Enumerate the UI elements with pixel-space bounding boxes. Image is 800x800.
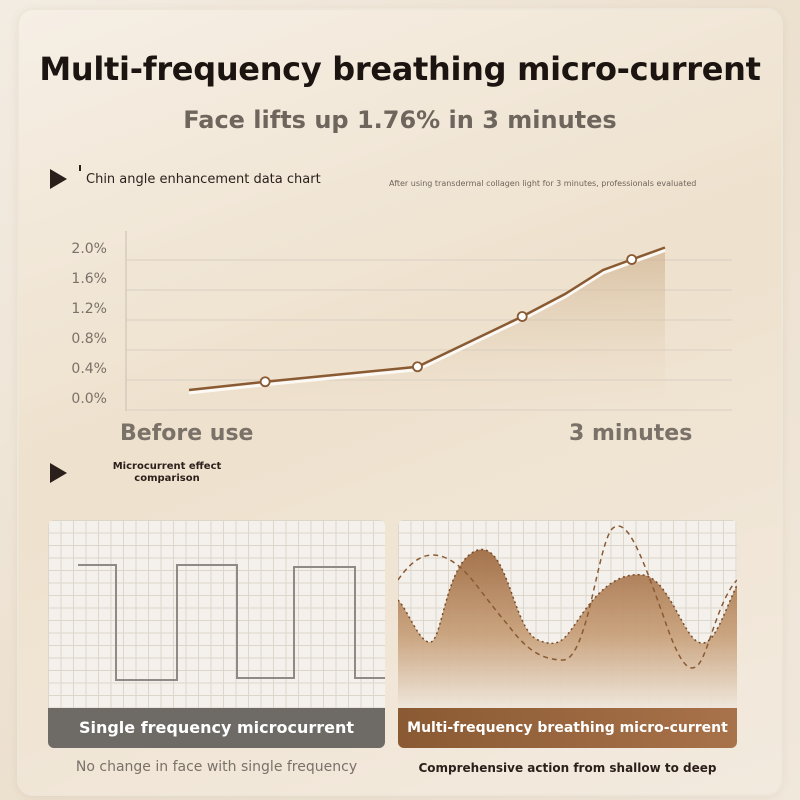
line-shadow xyxy=(189,251,665,411)
y-tick-label: 2.0% xyxy=(71,241,107,257)
play-icon xyxy=(50,169,67,189)
line-shadow-area xyxy=(189,251,665,411)
y-tick-label: 1.6% xyxy=(71,271,107,287)
multi-frequency-panel: Multi-frequency breathing micro-current xyxy=(398,520,737,748)
page-subtitle: Face lifts up 1.76% in 3 minutes xyxy=(183,106,617,134)
data-point xyxy=(412,361,423,373)
breathing-wave-area xyxy=(398,549,737,708)
line-chart: 2.0% 1.6% 1.2% 0.8% 0.4% 0.0% xyxy=(71,231,732,411)
accent-mark xyxy=(79,165,81,171)
chart-title: Chin angle enhancement data chart xyxy=(86,172,321,187)
y-tick-label: 0.4% xyxy=(71,361,107,377)
breathing-wave-dotted-outline xyxy=(398,549,737,645)
comparison-title: Microcurrent effect comparison xyxy=(112,461,222,484)
breathing-wave-graphic xyxy=(398,525,737,708)
y-tick-label: 0.0% xyxy=(71,391,107,407)
x-axis-end-label: 3 minutes xyxy=(569,421,693,446)
square-wave-line xyxy=(78,564,385,681)
chart-note: After using transdermal collagen light f… xyxy=(389,179,697,188)
data-point xyxy=(259,376,271,388)
data-points xyxy=(259,254,638,388)
series-line-highlight xyxy=(188,249,666,395)
y-axis-ticks: 2.0% 1.6% 1.2% 0.8% 0.4% 0.0% xyxy=(71,241,107,407)
single-frequency-panel: Single frequency microcurrent xyxy=(48,520,385,748)
play-icon xyxy=(50,463,67,483)
multi-frequency-label: Multi-frequency breathing micro-current xyxy=(398,708,737,748)
multi-frequency-caption: Comprehensive action from shallow to dee… xyxy=(418,761,717,775)
page-title: Multi-frequency breathing micro-current xyxy=(39,50,761,88)
single-frequency-label: Single frequency microcurrent xyxy=(48,708,385,748)
breathing-wave-dashed-line xyxy=(398,525,737,669)
data-point xyxy=(626,254,638,265)
data-point xyxy=(516,311,528,322)
x-axis-start-label: Before use xyxy=(120,421,254,446)
single-frequency-caption: No change in face with single frequency xyxy=(75,759,358,775)
y-tick-label: 0.8% xyxy=(71,331,107,347)
square-wave-graphic xyxy=(78,564,385,681)
y-tick-label: 1.2% xyxy=(71,301,107,317)
